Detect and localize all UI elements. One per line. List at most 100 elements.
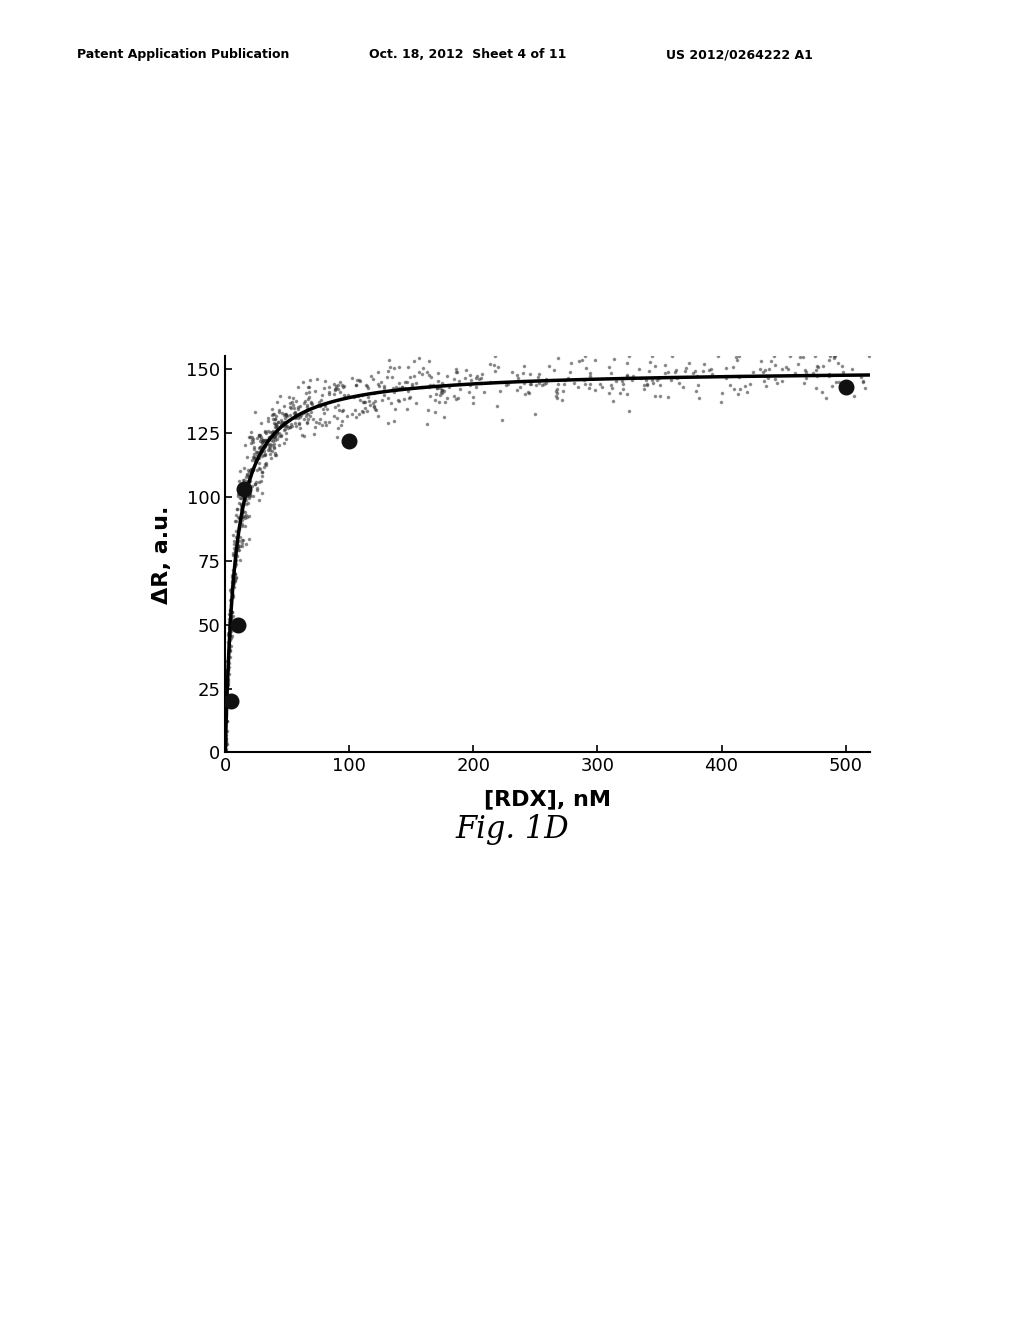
Point <box>304 393 321 414</box>
Point <box>504 362 520 383</box>
Point <box>233 503 250 524</box>
Point <box>264 430 281 451</box>
Point <box>312 395 329 416</box>
Point <box>233 529 250 550</box>
Point <box>288 391 304 412</box>
Point <box>228 504 245 525</box>
Point <box>286 397 302 418</box>
Point <box>657 354 674 375</box>
Point <box>370 362 386 383</box>
Point <box>594 376 610 397</box>
Point <box>255 430 271 451</box>
Point <box>462 374 478 395</box>
Point <box>422 385 438 407</box>
Point <box>280 405 296 426</box>
Point <box>347 400 364 421</box>
Point <box>225 544 242 565</box>
Point <box>787 363 804 384</box>
Point <box>225 586 242 607</box>
Point <box>727 346 743 367</box>
Point <box>224 602 241 623</box>
Point <box>287 403 303 424</box>
Point <box>219 696 236 717</box>
Point <box>239 504 255 525</box>
Point <box>436 407 453 428</box>
Point <box>420 399 436 420</box>
Point <box>489 356 506 378</box>
Point <box>461 381 477 403</box>
Point <box>451 371 467 392</box>
Point <box>265 428 282 449</box>
Point <box>512 376 528 397</box>
Point <box>521 381 538 403</box>
Point <box>842 380 858 401</box>
Point <box>473 372 489 393</box>
Point <box>237 515 253 536</box>
Point <box>276 413 293 434</box>
Point <box>391 389 408 411</box>
Point <box>433 379 450 400</box>
Point <box>758 376 774 397</box>
Point <box>259 430 275 451</box>
Point <box>221 618 238 639</box>
Point <box>665 346 681 367</box>
Point <box>244 458 260 479</box>
Point <box>321 412 337 433</box>
Point <box>224 566 241 587</box>
Point <box>620 364 636 385</box>
Point <box>725 379 741 400</box>
Point <box>659 387 676 408</box>
Point <box>530 363 547 384</box>
Point <box>246 447 262 469</box>
Point <box>669 359 685 380</box>
Point <box>449 362 465 383</box>
Point <box>230 536 247 557</box>
Point <box>287 408 303 429</box>
Point <box>241 477 257 498</box>
Point <box>222 647 239 668</box>
Point <box>438 366 455 387</box>
Point <box>300 404 316 425</box>
Point <box>221 622 238 643</box>
Point <box>291 413 307 434</box>
Point <box>608 370 625 391</box>
Point <box>714 381 730 403</box>
Point <box>516 383 532 404</box>
Point <box>239 480 255 502</box>
Point <box>222 635 239 656</box>
Point <box>433 379 450 400</box>
Point <box>536 374 552 395</box>
Point <box>222 605 239 626</box>
Point <box>219 675 236 696</box>
Point <box>270 400 287 421</box>
Point <box>282 405 298 426</box>
Point <box>231 519 248 540</box>
Point <box>230 482 247 503</box>
Point <box>757 360 773 381</box>
Point <box>220 668 237 689</box>
Point <box>231 461 248 482</box>
Point <box>774 358 791 379</box>
Point <box>414 376 430 397</box>
Point <box>256 445 272 466</box>
Point <box>251 447 267 469</box>
Point <box>263 421 280 442</box>
Point <box>618 366 635 387</box>
Point <box>261 428 278 449</box>
Point <box>232 549 249 570</box>
Point <box>287 405 303 426</box>
Point <box>267 414 284 436</box>
Point <box>311 396 328 417</box>
Point <box>830 371 847 392</box>
Point <box>636 378 652 399</box>
Point <box>240 477 256 498</box>
Point <box>221 626 238 647</box>
Point <box>240 477 256 498</box>
Point <box>218 734 234 755</box>
Point <box>266 442 283 463</box>
Point <box>713 391 729 412</box>
Point <box>677 360 693 381</box>
Point <box>226 556 243 577</box>
Point <box>237 477 253 498</box>
Point <box>228 549 245 570</box>
